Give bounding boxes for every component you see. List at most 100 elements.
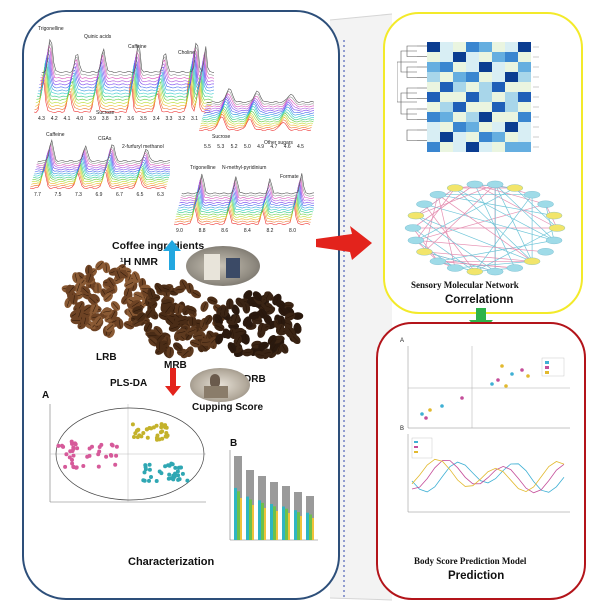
tick-label: 3.2 bbox=[178, 116, 185, 122]
network-edge bbox=[416, 204, 546, 240]
heatmap-cell bbox=[427, 102, 440, 112]
score-point bbox=[159, 471, 163, 475]
heatmap-cell bbox=[505, 132, 518, 142]
prediction-panel: A B Body Score Prediction Model Predicti… bbox=[376, 322, 586, 600]
heatmap-cell bbox=[492, 122, 505, 132]
score-point bbox=[104, 455, 108, 459]
prediction-point bbox=[504, 384, 508, 388]
heatmap-cell bbox=[518, 122, 531, 132]
heatmap-cell bbox=[492, 62, 505, 72]
body-score-line-chart bbox=[402, 432, 574, 542]
score-point bbox=[72, 454, 76, 458]
tick-label: 5.5 bbox=[204, 144, 211, 150]
heatmap-cell bbox=[466, 112, 479, 122]
cupping-down-arrow-icon bbox=[164, 368, 182, 396]
score-point bbox=[109, 454, 113, 458]
axis-ticks-lowfield: 9.0 8.8 8.6 8.4 8.2 8.0 bbox=[176, 228, 296, 234]
heatmap-cell bbox=[505, 122, 518, 132]
heatmap-cell bbox=[479, 122, 492, 132]
tick-label: 9.0 bbox=[176, 228, 183, 234]
score-point bbox=[164, 431, 168, 435]
score-point bbox=[178, 477, 182, 481]
score-point bbox=[148, 468, 152, 472]
heatmap-cell bbox=[492, 92, 505, 102]
prediction-point bbox=[500, 364, 504, 368]
heatmap-cell bbox=[518, 92, 531, 102]
score-point bbox=[75, 446, 79, 450]
score-point bbox=[63, 465, 67, 469]
score-point bbox=[171, 474, 175, 478]
nmr-up-arrow-icon bbox=[162, 240, 182, 270]
score-point bbox=[71, 446, 75, 450]
tick-label: 8.4 bbox=[244, 228, 251, 234]
score-point bbox=[114, 454, 118, 458]
score-point bbox=[136, 435, 140, 439]
tick-label: 4.5 bbox=[297, 144, 304, 150]
cupping-photo bbox=[190, 368, 250, 402]
score-point bbox=[132, 435, 136, 439]
heatmap-cell bbox=[466, 42, 479, 52]
score-point bbox=[185, 479, 189, 483]
score-point bbox=[155, 479, 159, 483]
heatmap-cell bbox=[440, 82, 453, 92]
bar-cyan bbox=[246, 497, 249, 540]
score-point bbox=[56, 444, 60, 448]
heatmap-cell bbox=[427, 42, 440, 52]
tick-label: 3.5 bbox=[140, 116, 147, 122]
score-point bbox=[176, 473, 180, 477]
bar-cyan bbox=[234, 488, 237, 540]
score-point bbox=[161, 424, 165, 428]
heatmap-cell bbox=[479, 42, 492, 52]
score-point bbox=[115, 445, 119, 449]
heatmap-cell bbox=[427, 82, 440, 92]
heatmap-cell bbox=[492, 72, 505, 82]
network-node bbox=[405, 225, 421, 232]
tick-label: 6.3 bbox=[157, 192, 164, 198]
bar-green bbox=[297, 512, 300, 540]
heatmap-cell bbox=[466, 72, 479, 82]
score-point bbox=[173, 466, 177, 470]
heatmap-cell bbox=[427, 52, 440, 62]
tick-label: 3.6 bbox=[127, 116, 134, 122]
network-node bbox=[524, 191, 540, 198]
heatmap-cell bbox=[427, 112, 440, 122]
spectrum-trace bbox=[39, 53, 214, 85]
heatmap-cell bbox=[427, 72, 440, 82]
prediction-point bbox=[526, 374, 530, 378]
heatmap-cell bbox=[479, 52, 492, 62]
prediction-point bbox=[440, 404, 444, 408]
bar-cyan bbox=[282, 507, 285, 540]
label-caffeine-mid: Caffeine bbox=[46, 132, 65, 138]
heatmap-cell bbox=[505, 42, 518, 52]
heatmap-cell bbox=[440, 112, 453, 122]
bar-green bbox=[261, 503, 264, 540]
network-node bbox=[538, 248, 554, 255]
bar-cyan bbox=[270, 504, 273, 540]
prediction-point bbox=[424, 416, 428, 420]
tick-label: 3.1 bbox=[191, 116, 198, 122]
score-point bbox=[133, 431, 137, 435]
network-edge bbox=[416, 240, 546, 251]
tick-label: 3.3 bbox=[166, 116, 173, 122]
heatmap-cell bbox=[505, 112, 518, 122]
tick-label: 6.9 bbox=[96, 192, 103, 198]
dendro-link bbox=[401, 93, 417, 114]
score-point bbox=[144, 467, 148, 471]
heatmap-cell bbox=[518, 82, 531, 92]
correlation-title: Correlationn bbox=[445, 294, 513, 306]
plsda-score-plot bbox=[38, 402, 208, 512]
heatmap-cell bbox=[427, 142, 440, 152]
network-node bbox=[430, 191, 446, 198]
heatmap-cell bbox=[440, 122, 453, 132]
network-node bbox=[487, 181, 503, 188]
network-node bbox=[447, 265, 463, 272]
label-cgas: CGAs bbox=[98, 136, 111, 142]
heatmap-cell bbox=[518, 62, 531, 72]
score-point bbox=[143, 479, 147, 483]
tick-label: 4.2 bbox=[51, 116, 58, 122]
heatmap-cell bbox=[466, 92, 479, 102]
bar-cyan bbox=[258, 500, 261, 540]
network-node bbox=[507, 185, 523, 192]
score-point bbox=[70, 458, 74, 462]
spectrum-trace bbox=[37, 64, 213, 97]
